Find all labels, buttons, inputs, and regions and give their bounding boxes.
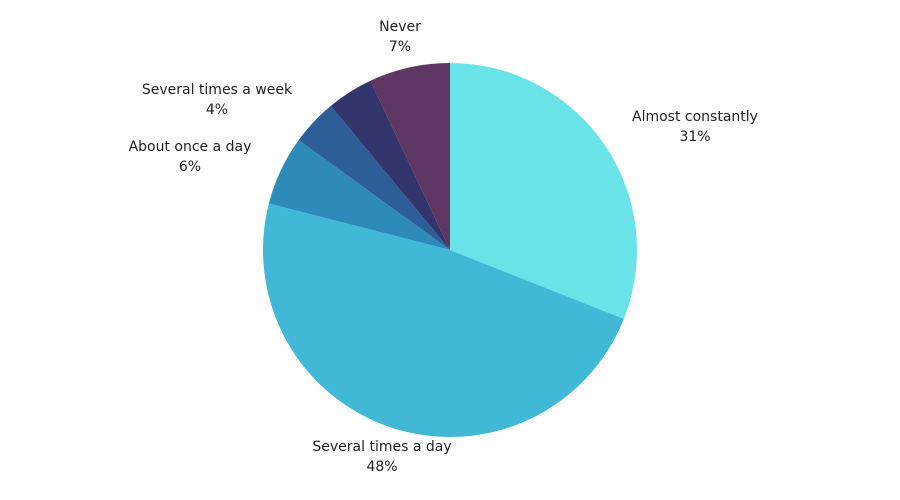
pie-slice (450, 63, 637, 319)
pie-slice (330, 80, 450, 251)
slice-label: Almost constantly (632, 109, 758, 125)
pie-slice (298, 105, 450, 250)
pie-slice (268, 140, 450, 250)
value-label: 6% (179, 159, 201, 175)
slice-label: Several times a day (312, 439, 451, 455)
slice-label: About once a day (129, 139, 252, 155)
value-label: 7% (389, 39, 411, 55)
pie-slice (262, 203, 624, 438)
value-label: 4% (206, 102, 228, 118)
slice-label: Several times a week (142, 82, 293, 98)
value-label: 31% (679, 129, 710, 145)
pie-slice (370, 63, 450, 250)
value-label: 48% (366, 459, 397, 475)
slice-label: Never (379, 19, 421, 35)
